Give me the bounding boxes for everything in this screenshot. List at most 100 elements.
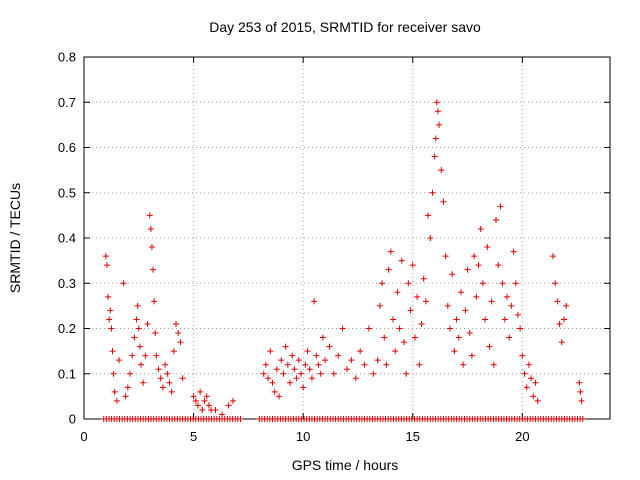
data-point (177, 339, 184, 346)
data-point (554, 298, 561, 305)
data-point (155, 366, 162, 373)
data-point (440, 198, 447, 205)
data-point (376, 302, 383, 309)
data-point (453, 316, 460, 323)
data-point (319, 334, 326, 341)
data-point (203, 393, 210, 400)
data-point (357, 348, 364, 355)
data-point (579, 416, 586, 422)
data-point (434, 108, 441, 115)
data-point (381, 334, 388, 341)
data-point (398, 257, 405, 264)
data-point (429, 189, 436, 196)
data-point (306, 366, 313, 373)
data-point (153, 352, 160, 359)
data-point (152, 330, 159, 337)
data-point (530, 393, 537, 400)
data-point (457, 289, 464, 296)
data-point (190, 393, 197, 400)
data-point (120, 280, 127, 287)
data-point (157, 375, 164, 382)
data-point (523, 384, 530, 391)
data-point (282, 343, 289, 350)
data-point (110, 370, 117, 377)
data-point (173, 320, 180, 327)
data-point (352, 375, 359, 382)
data-point (137, 361, 144, 368)
data-point (144, 320, 151, 327)
data-point (497, 203, 504, 210)
data-point (460, 361, 467, 368)
data-point (365, 325, 372, 332)
data-point (109, 348, 116, 355)
data-point (449, 271, 456, 278)
data-point (420, 275, 427, 282)
data-point (225, 402, 232, 409)
data-point (514, 311, 521, 318)
data-point (105, 293, 112, 300)
y-tick-label: 0.1 (58, 366, 76, 381)
y-tick-label: 0.5 (58, 185, 76, 200)
data-point (534, 397, 541, 404)
data-point (313, 352, 320, 359)
data-point (170, 348, 177, 355)
data-point (113, 397, 120, 404)
data-point (271, 388, 278, 395)
data-point (269, 379, 276, 386)
data-point (175, 330, 182, 337)
data-point (392, 348, 399, 355)
data-point (142, 352, 149, 359)
data-point (444, 302, 451, 309)
data-point (517, 325, 524, 332)
data-point (276, 393, 283, 400)
data-point (107, 307, 114, 314)
data-point (330, 370, 337, 377)
data-point (414, 293, 421, 300)
data-point (501, 316, 508, 323)
y-tick-label: 0.3 (58, 276, 76, 291)
data-point (344, 366, 350, 373)
data-point (374, 357, 381, 364)
data-point (194, 402, 201, 409)
data-point (295, 357, 302, 364)
data-point (563, 302, 570, 309)
data-point (280, 370, 287, 377)
data-point (447, 325, 454, 332)
data-point (197, 388, 204, 395)
data-point (284, 361, 291, 368)
data-point (131, 334, 138, 341)
data-point (129, 352, 136, 359)
data-point (455, 334, 462, 341)
data-point (521, 370, 528, 377)
data-point (205, 402, 212, 409)
data-point (230, 397, 237, 404)
data-point (577, 388, 584, 395)
data-point (311, 298, 318, 305)
data-point (427, 235, 434, 241)
data-point (162, 361, 169, 368)
data-point (348, 357, 355, 364)
data-point (164, 370, 171, 377)
data-point (116, 357, 123, 364)
data-point (304, 348, 311, 355)
data-point (135, 325, 142, 332)
data-point (488, 298, 495, 305)
data-point (302, 361, 309, 368)
data-point (407, 307, 414, 314)
data-point (475, 262, 482, 269)
data-point (385, 266, 392, 273)
data-point (273, 366, 280, 373)
data-point (151, 298, 158, 305)
data-point (308, 375, 315, 382)
gridlines (84, 57, 610, 419)
data-point (525, 361, 532, 368)
data-point (464, 266, 471, 273)
y-tick-label: 0.2 (58, 321, 76, 336)
y-tick-label: 0.7 (58, 95, 76, 110)
data-point (106, 316, 113, 323)
data-point (390, 316, 397, 323)
data-point (260, 370, 267, 377)
data-point (462, 307, 469, 314)
data-point (510, 248, 517, 255)
